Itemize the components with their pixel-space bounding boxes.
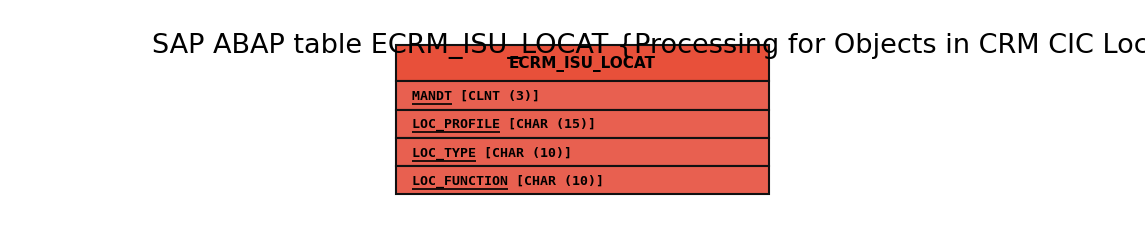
FancyBboxPatch shape [396, 138, 768, 166]
Text: LOC_TYPE [CHAR (10)]: LOC_TYPE [CHAR (10)] [412, 146, 572, 159]
FancyBboxPatch shape [396, 166, 768, 194]
Text: MANDT [CLNT (3)]: MANDT [CLNT (3)] [412, 90, 540, 103]
FancyBboxPatch shape [396, 110, 768, 138]
FancyBboxPatch shape [396, 82, 768, 110]
FancyBboxPatch shape [396, 46, 768, 82]
Text: SAP ABAP table ECRM_ISU_LOCAT {Processing for Objects in CRM CIC Locator}: SAP ABAP table ECRM_ISU_LOCAT {Processin… [152, 33, 1145, 59]
Text: ECRM_ISU_LOCAT: ECRM_ISU_LOCAT [508, 56, 656, 72]
Text: LOC_PROFILE [CHAR (15)]: LOC_PROFILE [CHAR (15)] [412, 118, 597, 131]
Text: LOC_FUNCTION [CHAR (10)]: LOC_FUNCTION [CHAR (10)] [412, 174, 605, 187]
